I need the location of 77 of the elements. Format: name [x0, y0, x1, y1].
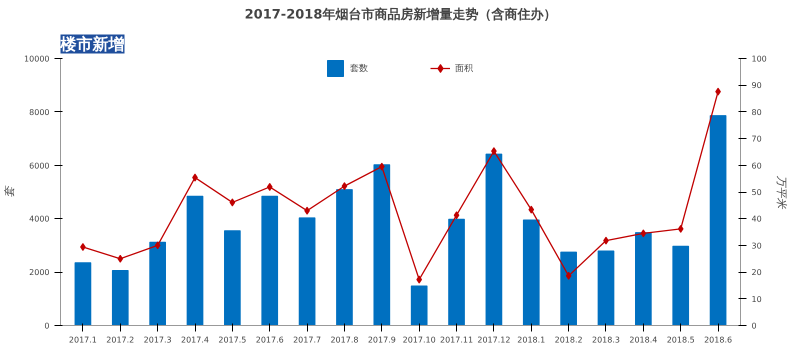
y2-tick-label: 60: [752, 161, 762, 170]
y2-tick-label: 40: [752, 214, 762, 224]
y2-tick-label: 80: [752, 108, 762, 117]
bar: [710, 115, 726, 326]
y-tick-label: 2000: [29, 268, 50, 278]
x-tick-label: 2018.3: [592, 336, 620, 344]
point: [342, 182, 348, 190]
y2-tick-label: 50: [752, 188, 762, 197]
y2-tick-label: 100: [752, 54, 767, 64]
point: [715, 88, 721, 96]
point: [603, 236, 609, 245]
legend-label: 套数: [350, 62, 369, 74]
y-tick-label: 8000: [29, 108, 50, 117]
point: [304, 206, 310, 215]
y2-axis-title: 万平米: [774, 176, 788, 210]
x-tick-label: 2018.5: [666, 336, 695, 344]
x-tick-label: 2017.2: [106, 336, 134, 344]
legend-label: 面积: [455, 62, 474, 74]
x-tick-label: 2017.9: [368, 336, 396, 344]
y2-tick-label: 10: [752, 294, 762, 304]
x-tick-label: 2017.10: [402, 336, 436, 344]
bar: [373, 164, 390, 326]
point: [566, 272, 572, 280]
bar: [522, 220, 540, 326]
bar: [635, 232, 652, 326]
bar: [448, 218, 465, 326]
point: [230, 198, 236, 206]
bar: [486, 154, 502, 326]
y-tick-label: 10000: [24, 54, 50, 64]
x-tick-label: 2017.4: [181, 336, 210, 344]
chart-title: 2017-2018年烟台市商品房新增量走势（含商住办）: [244, 6, 556, 22]
x-tick-label: 2018.1: [517, 336, 546, 344]
point: [416, 276, 422, 284]
bar: [410, 285, 428, 326]
point: [454, 211, 460, 220]
bar: [598, 250, 614, 326]
bar: [224, 230, 241, 326]
bar: [74, 262, 92, 326]
point: [528, 206, 534, 214]
x-tick-label: 2018.2: [554, 336, 583, 344]
x-tick-label: 2018.4: [629, 336, 658, 344]
x-tick-label: 2017.8: [330, 336, 358, 344]
y-tick-label: 4000: [29, 214, 50, 224]
y-axis-title: 套: [3, 186, 16, 198]
bar: [261, 196, 278, 326]
chart-subtitle: 楼市新增: [60, 34, 124, 54]
y-tick-label: 6000: [29, 161, 50, 170]
point: [491, 147, 497, 156]
y2-tick-label: 70: [752, 134, 762, 144]
x-tick-label: 2017.12: [477, 336, 510, 344]
y2-tick-label: 0: [752, 322, 757, 330]
point: [378, 162, 385, 171]
point: [80, 243, 86, 251]
point: [192, 174, 198, 182]
point: [117, 254, 124, 263]
bar: [112, 270, 129, 326]
x-tick-label: 2017.5: [218, 336, 246, 344]
bar: [149, 242, 166, 326]
x-tick-label: 2017.1: [68, 336, 97, 344]
bar: [672, 246, 690, 326]
point: [266, 182, 273, 191]
bar: [186, 196, 204, 326]
x-tick-label: 2017.3: [144, 336, 172, 344]
point: [154, 241, 160, 250]
point: [678, 224, 684, 233]
x-tick-label: 2017.7: [293, 336, 322, 344]
y-tick-label: 0: [44, 322, 50, 330]
y2-tick-label: 30: [752, 241, 762, 250]
bar: [560, 252, 577, 326]
x-tick-label: 2017.11: [440, 336, 474, 344]
bar: [336, 189, 353, 326]
y2-tick-label: 20: [752, 268, 762, 278]
x-tick-label: 2018.6: [704, 336, 732, 344]
y2-tick-label: 90: [752, 81, 762, 90]
bar: [298, 217, 316, 326]
point: [640, 229, 646, 238]
x-tick-label: 2017.6: [256, 336, 284, 344]
